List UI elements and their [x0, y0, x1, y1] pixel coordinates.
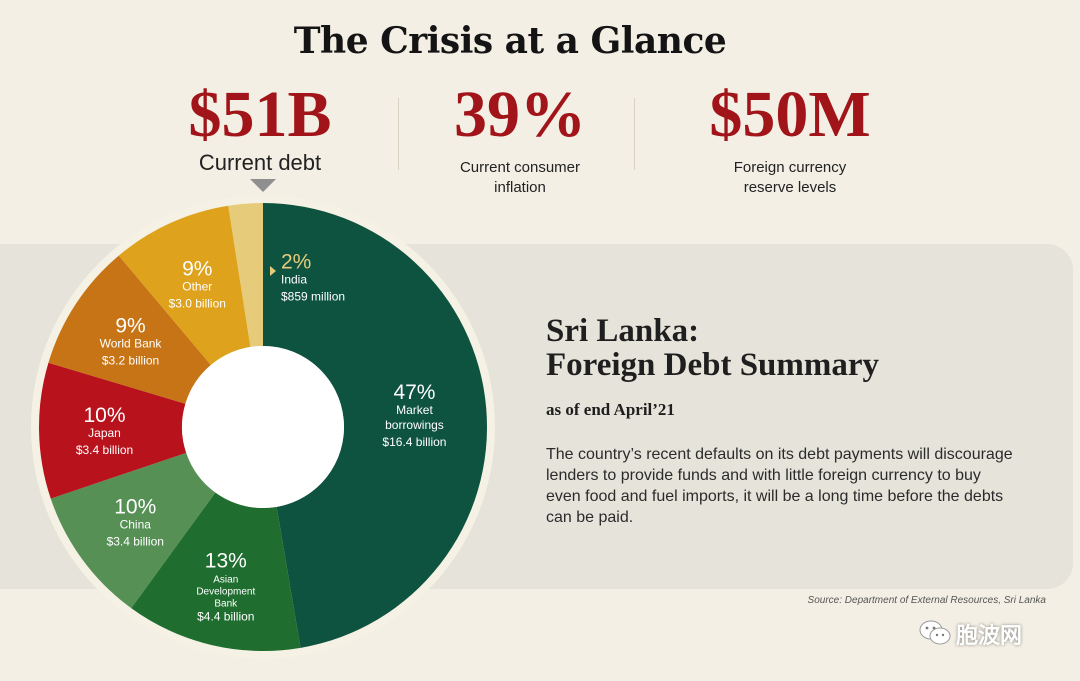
pie-category-label: World Bank — [100, 336, 163, 350]
pie-value-label: $859 million — [281, 290, 345, 304]
summary-body: The country’s recent defaults on its deb… — [546, 446, 1013, 526]
pie-percent-label: 2% — [281, 251, 311, 274]
stat-value: 39% — [454, 78, 586, 151]
stat-label: Current consumer inflation — [459, 159, 581, 196]
stat-reserve-levels: $50M Foreign currency reserve levels — [680, 82, 900, 198]
pie-percent-label: 13% — [205, 550, 247, 573]
pie-category-label: Market — [396, 403, 433, 417]
pie-category-label: Development — [196, 587, 255, 598]
stat-label: Foreign currency reserve levels — [733, 159, 847, 196]
pie-value-label: $3.4 billion — [107, 534, 164, 548]
stat-value: $50M — [709, 78, 871, 151]
stat-divider — [398, 98, 399, 170]
pie-category-label: India — [281, 273, 307, 287]
watermark: 胞波网 — [918, 616, 1058, 650]
summary-title: Sri Lanka: Foreign Debt Summary — [546, 314, 1006, 382]
pie-percent-label: 9% — [182, 257, 212, 280]
pie-percent-label: 47% — [393, 381, 435, 404]
pie-slice-asian-development-bank — [131, 492, 301, 651]
pie-category-label: Bank — [214, 599, 238, 610]
pie-category-label: Other — [182, 279, 212, 293]
pie-category-label: borrowings — [385, 418, 444, 432]
stat-label: Current debt — [198, 150, 322, 175]
pie-value-label: $3.0 billion — [169, 296, 226, 310]
india-callout-arrow — [270, 266, 276, 276]
pie-value-label: $16.4 billion — [382, 435, 446, 449]
watermark-text: 胞波网 — [956, 623, 1023, 648]
donut-hole — [182, 346, 344, 508]
stat-consumer-inflation: 39% Current consumer inflation — [420, 82, 620, 198]
pie-value-label: $3.4 billion — [76, 443, 133, 457]
pie-percent-label: 9% — [115, 314, 145, 337]
pie-value-label: $3.2 billion — [102, 353, 159, 367]
pie-slice-world-bank — [48, 255, 211, 404]
pie-slice-japan — [39, 362, 187, 499]
pie-slice-india — [228, 203, 263, 347]
pie-category-label: Asian — [213, 575, 238, 586]
summary-date: as of end April’21 — [546, 400, 675, 419]
summary-title-line1: Sri Lanka: — [546, 313, 700, 349]
source-note: Source: Department of External Resources… — [807, 595, 1046, 606]
pie-percent-label: 10% — [84, 404, 126, 427]
stat-divider — [634, 98, 635, 170]
pie-value-label: $4.4 billion — [197, 610, 254, 624]
wechat-icon — [919, 620, 951, 645]
pie-percent-label: 10% — [114, 495, 156, 518]
pie-category-label: Japan — [88, 426, 121, 440]
summary-title-line2: Foreign Debt Summary — [546, 347, 880, 383]
page-title: The Crisis at a Glance — [293, 20, 727, 62]
pie-category-label: China — [120, 517, 152, 531]
pie-slice-other — [118, 205, 251, 366]
pointer-triangle — [250, 179, 276, 192]
stat-current-debt: $51B Current debt — [160, 82, 360, 176]
stat-value: $51B — [188, 78, 332, 151]
pie-slice-china — [50, 452, 216, 609]
pie-slice-market-borrowings — [263, 203, 488, 648]
